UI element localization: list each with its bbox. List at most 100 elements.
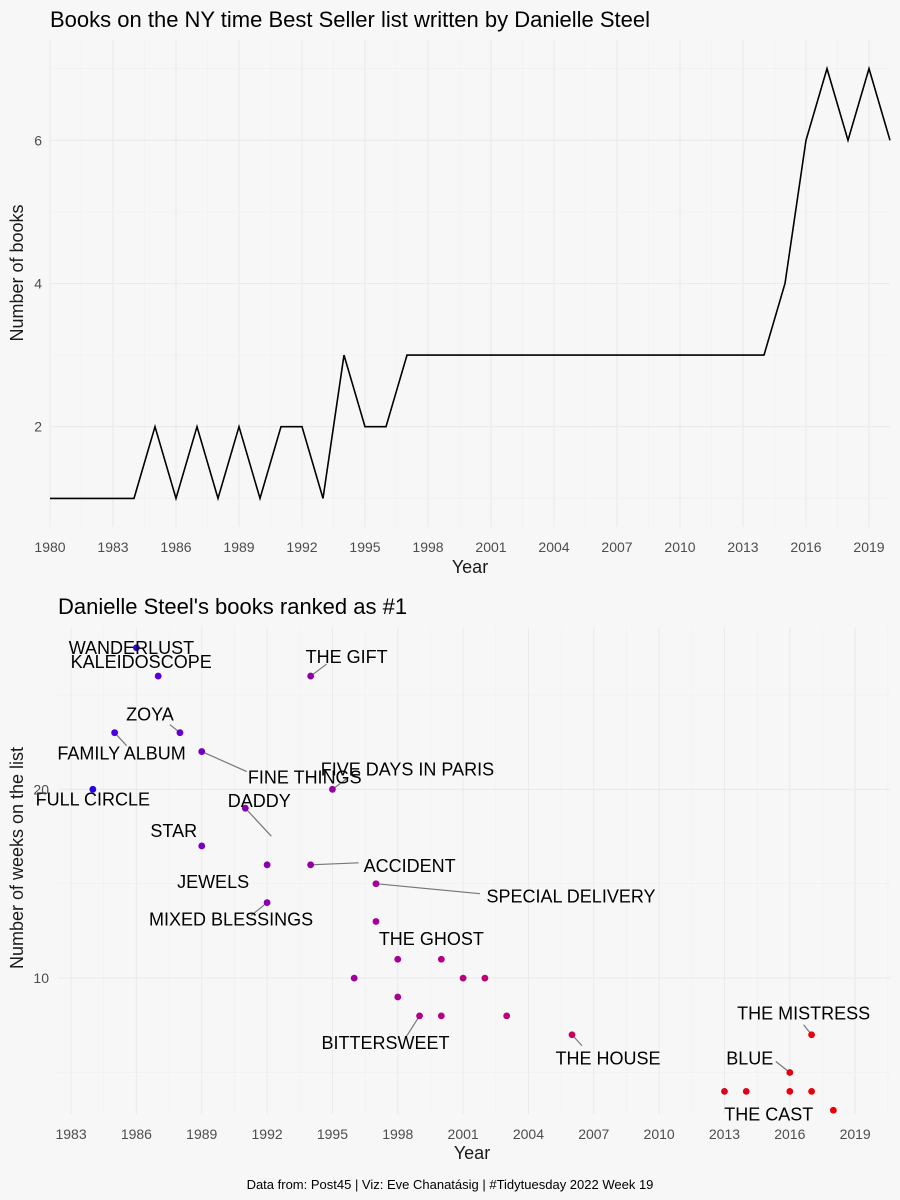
scatter-chart-y-axis-title: Number of weeks on the list — [7, 747, 27, 969]
x-tick-label: 2001 — [448, 1126, 479, 1142]
leader-line — [244, 807, 272, 837]
leader-line — [310, 862, 359, 866]
x-tick-label: 1998 — [382, 1126, 413, 1142]
book-point — [89, 785, 97, 793]
caption: Data from: Post45 | Viz: Eve Chanatásig … — [247, 1177, 654, 1192]
x-tick-label: 1989 — [186, 1126, 217, 1142]
line-chart-gridlines — [49, 40, 890, 527]
book-label: BLUE — [726, 1048, 773, 1068]
x-tick-label: 2004 — [538, 539, 569, 555]
book-point — [263, 899, 271, 906]
book-point — [111, 729, 119, 737]
line-chart-title: Books on the NY time Best Seller list wr… — [50, 7, 650, 32]
scatter-chart-x-axis-title: Year — [454, 1143, 490, 1163]
x-tick-label: 2016 — [790, 539, 821, 555]
book-label: DADDY — [228, 791, 291, 811]
book-points — [89, 644, 837, 1114]
leader-line — [405, 1015, 421, 1039]
book-point — [742, 1087, 750, 1095]
x-tick-label: 2010 — [644, 1126, 675, 1142]
x-tick-label: 1989 — [223, 539, 254, 555]
book-point — [808, 1031, 815, 1039]
book-point — [459, 974, 467, 982]
x-tick-label: 1992 — [252, 1126, 283, 1142]
y-tick-label: 20 — [33, 781, 49, 797]
scatter-chart-title: Danielle Steel's books ranked as #1 — [58, 594, 407, 619]
leader-line — [375, 883, 481, 895]
book-point — [437, 1012, 445, 1020]
book-point — [829, 1106, 837, 1114]
x-tick-label: 1995 — [349, 539, 380, 555]
scatter-chart: FULL CIRCLE FAMILY ALBUM WANDERLUSTKALEIDO… — [7, 594, 890, 1163]
x-tick-label: 2013 — [727, 539, 758, 555]
x-tick-label: 2007 — [601, 539, 632, 555]
x-tick-label: 1983 — [55, 1126, 86, 1142]
book-label: ACCIDENT — [364, 856, 456, 876]
book-label: FINE THINGS — [248, 768, 362, 788]
book-point — [394, 955, 402, 963]
leader-line — [250, 902, 268, 917]
book-label: WANDERLUST — [69, 638, 194, 658]
book-point — [568, 1031, 576, 1039]
x-tick-label: 1986 — [160, 539, 191, 555]
x-tick-label: 2001 — [475, 539, 506, 555]
x-tick-label: 2019 — [853, 539, 884, 555]
book-label: THE MISTRESS — [737, 1004, 870, 1024]
book-label: FAMILY ALBUM — [57, 744, 185, 764]
y-tick-label: 4 — [34, 276, 42, 292]
book-point — [350, 974, 358, 982]
book-point — [372, 880, 380, 888]
book-label: ZOYA — [126, 705, 174, 725]
book-point — [481, 974, 489, 982]
book-point — [198, 748, 206, 755]
x-tick-label: 2016 — [774, 1126, 805, 1142]
x-tick-label: 1983 — [97, 539, 128, 555]
y-tick-label: 2 — [34, 419, 42, 435]
book-label: FULL CIRCLE — [36, 789, 150, 809]
book-point — [437, 955, 445, 963]
book-point — [176, 729, 184, 737]
book-point — [786, 1087, 794, 1095]
book-label: STAR — [150, 821, 197, 841]
book-point — [394, 993, 402, 1001]
book-point — [133, 644, 140, 652]
book-point — [329, 785, 336, 793]
books-per-year-line — [50, 65, 891, 502]
y-tick-label: 6 — [34, 132, 42, 148]
x-tick-label: 2010 — [664, 539, 695, 555]
x-tick-label: 1980 — [34, 539, 65, 555]
x-tick-label: 2004 — [513, 1126, 544, 1142]
book-label: MIXED BLESSINGS — [149, 910, 313, 930]
line-chart-x-tick-labels: 1980 1983 1986 1989 1992 1995 1998 2001 2004 2007… — [34, 539, 884, 555]
book-label: THE CAST — [724, 1104, 813, 1124]
book-point — [241, 804, 249, 812]
book-point — [154, 672, 162, 680]
x-tick-label: 2007 — [578, 1126, 609, 1142]
scatter-chart-x-tick-labels: 1983 1986 1989 1992 1995 1998 2001 2004 2007 2010… — [55, 1126, 870, 1142]
x-tick-label: 1986 — [121, 1126, 152, 1142]
book-labels: FULL CIRCLE FAMILY ALBUM WANDERLUSTKALEIDO… — [36, 638, 870, 1125]
book-point — [503, 1012, 511, 1020]
book-point — [307, 861, 315, 869]
book-point — [307, 672, 315, 680]
line-chart-y-tick-labels: 2 4 6 — [34, 132, 42, 434]
x-tick-label: 1998 — [412, 539, 443, 555]
book-label: KALEIDOSCOPE — [71, 652, 212, 672]
scatter-chart-y-tick-labels: 10 20 — [33, 781, 49, 986]
book-label: THE GHOST — [379, 929, 484, 949]
y-tick-label: 10 — [33, 970, 49, 986]
scatter-chart-gridlines — [58, 627, 890, 1114]
book-label: JEWELS — [177, 872, 249, 892]
book-point — [786, 1069, 794, 1076]
book-point — [416, 1012, 423, 1020]
x-tick-label: 1992 — [286, 539, 317, 555]
book-point — [721, 1087, 728, 1095]
leader-line — [201, 751, 247, 773]
x-tick-label: 1995 — [317, 1126, 348, 1142]
book-point — [198, 842, 206, 850]
book-label: THE GIFT — [306, 647, 388, 667]
book-label: SPECIAL DELIVERY — [486, 887, 655, 907]
book-label: THE HOUSE — [556, 1049, 661, 1069]
line-chart-y-axis-title: Number of books — [7, 204, 27, 341]
